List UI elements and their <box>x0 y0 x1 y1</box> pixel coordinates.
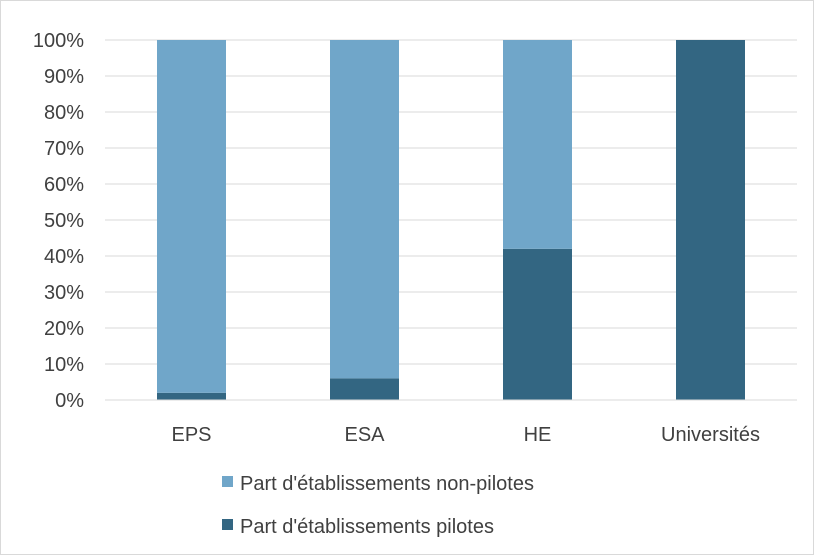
x-tick-label: HE <box>524 424 552 446</box>
bar-pilotes-0 <box>157 392 226 400</box>
bar-non-pilotes-2 <box>503 40 572 249</box>
legend-swatch-pilotes <box>222 519 233 530</box>
bars <box>157 40 745 400</box>
legend-label-non-pilotes: Part d'établissements non-pilotes <box>240 473 534 495</box>
legend-swatch-non-pilotes <box>222 476 233 487</box>
y-tick-label: 60% <box>44 174 84 196</box>
y-tick-label: 10% <box>44 354 84 376</box>
y-tick-label: 70% <box>44 138 84 160</box>
y-tick-label: 0% <box>55 390 84 412</box>
y-tick-label: 40% <box>44 246 84 268</box>
y-tick-label: 100% <box>33 30 84 52</box>
bar-pilotes-2 <box>503 248 572 400</box>
x-tick-label: ESA <box>344 424 385 446</box>
y-tick-label: 80% <box>44 102 84 124</box>
x-tick-label: Universités <box>661 424 760 446</box>
bar-pilotes-1 <box>330 378 399 400</box>
y-axis: 0% 10% 20% 30% 40% 50% 60% 70% 80% 90% 100% <box>33 30 84 412</box>
x-tick-label: EPS <box>171 424 211 446</box>
legend: Part d'établissements non-pilotes Part d… <box>222 473 534 538</box>
y-tick-label: 20% <box>44 318 84 340</box>
bar-pilotes-3 <box>676 40 745 400</box>
y-tick-label: 50% <box>44 210 84 232</box>
bar-non-pilotes-0 <box>157 40 226 393</box>
bar-non-pilotes-1 <box>330 40 399 379</box>
legend-label-pilotes: Part d'établissements pilotes <box>240 516 494 538</box>
y-tick-label: 90% <box>44 66 84 88</box>
y-tick-label: 30% <box>44 282 84 304</box>
x-axis: EPS ESA HE Universités <box>105 399 797 446</box>
